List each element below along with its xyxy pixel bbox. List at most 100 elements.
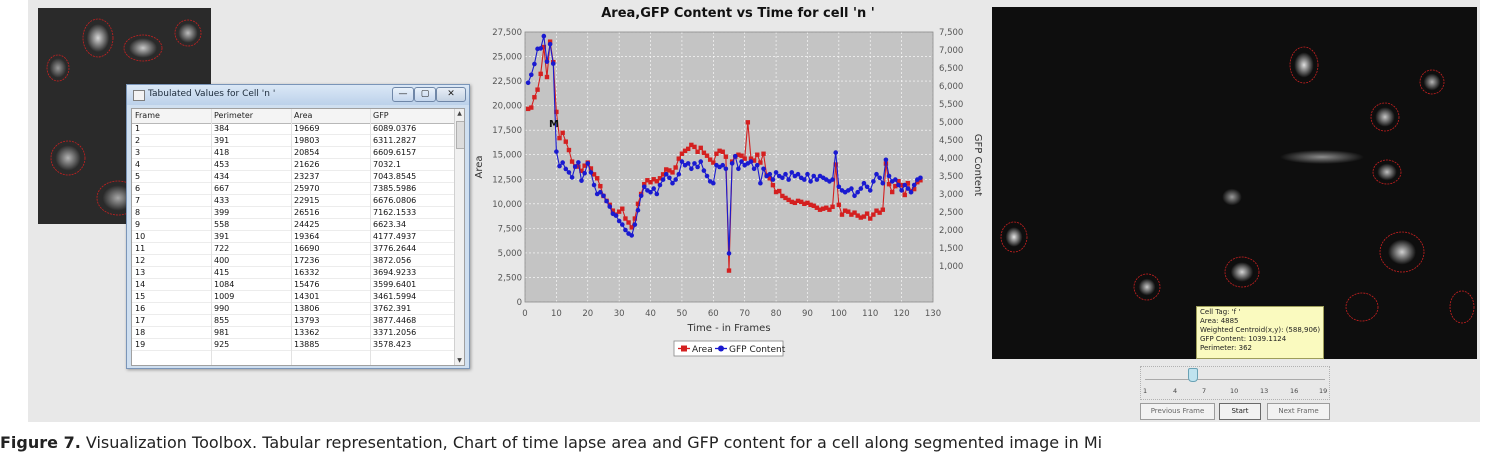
- tooltip-perimeter: Perimeter: 362: [1200, 344, 1252, 352]
- minimize-icon[interactable]: —: [392, 87, 414, 102]
- area-point: [811, 203, 816, 208]
- table-cell: 990: [214, 304, 230, 313]
- area-point: [682, 148, 688, 153]
- gfp-point: [754, 162, 760, 168]
- table-row[interactable]: 10 391 19364 4177.4937: [132, 232, 455, 243]
- table-cell: 6676.0806: [373, 196, 417, 205]
- figure-caption: Figure 7. Visualization Toolbox. Tabular…: [0, 433, 1494, 452]
- area-point: [626, 220, 631, 225]
- table-cell: 399: [214, 208, 230, 217]
- area-point: [632, 216, 638, 221]
- table-cell: 13: [135, 268, 146, 277]
- start-button[interactable]: Start: [1219, 403, 1261, 420]
- area-point: [886, 181, 892, 187]
- table-cell: 3: [135, 148, 141, 157]
- table-row[interactable]: 11 722 16690 3776.2644: [132, 244, 455, 255]
- table-cell: 6311.2827: [373, 136, 417, 145]
- area-point: [846, 209, 851, 214]
- maximize-icon[interactable]: ▢: [414, 87, 436, 102]
- frame-slider[interactable]: 1 4 7 10 13 16 19: [1140, 366, 1330, 400]
- table-cell: 384: [214, 124, 230, 133]
- table-row[interactable]: 4 453 21626 7032.1: [132, 160, 455, 171]
- gfp-point: [723, 166, 729, 172]
- table-cell: 391: [214, 232, 230, 241]
- close-icon[interactable]: ✕: [436, 87, 466, 102]
- scroll-up-icon[interactable]: ▲: [457, 110, 462, 117]
- table-row[interactable]: 12 400 17236 3872.056: [132, 256, 455, 267]
- x-tick-label: 130: [925, 309, 941, 319]
- table-cell: 9: [135, 220, 141, 229]
- area-point: [748, 156, 754, 161]
- table-row[interactable]: 2 391 19803 6311.2827: [132, 136, 455, 147]
- column-header-perimeter[interactable]: Perimeter: [214, 111, 254, 120]
- table-row[interactable]: 9 558 24425 6623.34: [132, 220, 455, 231]
- table-cell: 6089.0376: [373, 124, 417, 133]
- table-row[interactable]: 18 981 13362 3371.2056: [132, 328, 455, 339]
- gfp-point: [538, 46, 543, 51]
- table-row[interactable]: 1 384 19669 6089.0376: [132, 124, 455, 135]
- gfp-point: [899, 188, 904, 193]
- area-point: [664, 167, 669, 172]
- gfp-point: [685, 161, 691, 166]
- area-point: [871, 212, 876, 217]
- area-point: [868, 216, 873, 221]
- gfp-point: [886, 173, 892, 179]
- gfp-point: [855, 189, 860, 195]
- gfp-point: [598, 189, 603, 195]
- table-cell: 3461.5994: [373, 292, 417, 301]
- y-tick-label: 20,000: [492, 102, 522, 112]
- slider-track[interactable]: [1145, 379, 1325, 380]
- gfp-point: [560, 160, 565, 165]
- x-tick-label: 30: [614, 309, 625, 319]
- table-row[interactable]: 6 667 25970 7385.5986: [132, 184, 455, 195]
- area-point: [563, 139, 568, 144]
- column-header-area[interactable]: Area: [294, 111, 313, 120]
- tooltip-cell-tag: Cell Tag: 'f ': [1200, 308, 1241, 316]
- column-header-gfp[interactable]: GFP: [373, 111, 389, 120]
- y2-tick-label: 2,000: [939, 226, 963, 236]
- table-cell: 17236: [294, 256, 320, 265]
- table-cell: 17: [135, 316, 146, 325]
- table-scrollbar[interactable]: ▲ ▼: [454, 109, 464, 365]
- next-frame-button[interactable]: Next Frame: [1267, 403, 1330, 420]
- window-titlebar[interactable]: Tabulated Values for Cell 'n ' — ▢ ✕: [127, 85, 469, 105]
- area-point: [742, 156, 747, 161]
- tabulated-values-window[interactable]: Tabulated Values for Cell 'n ' — ▢ ✕ Fra…: [126, 84, 470, 369]
- table-cell: 19669: [294, 124, 320, 133]
- table-row[interactable]: 16 990 13806 3762.391: [132, 304, 455, 315]
- table-row[interactable]: 15 1009 14301 3461.5994: [132, 292, 455, 303]
- gfp-point: [651, 186, 656, 191]
- table-row[interactable]: 13 415 16332 3694.9233: [132, 268, 455, 279]
- gfp-point: [902, 182, 908, 188]
- area-point: [660, 172, 666, 177]
- gfp-point: [588, 170, 594, 175]
- table-row[interactable]: 7 433 22915 6676.0806: [132, 196, 455, 207]
- area-point: [642, 181, 647, 187]
- area-point: [679, 151, 685, 156]
- table-row[interactable]: 17 855 13793 3877.4468: [132, 316, 455, 327]
- scroll-thumb[interactable]: [456, 121, 464, 149]
- x-tick-label: 50: [677, 309, 688, 319]
- table-cell: 3599.6401: [373, 280, 417, 289]
- table-row[interactable]: 8 399 26516 7162.1533: [132, 208, 455, 219]
- area-point: [670, 170, 675, 175]
- slider-thumb[interactable]: [1188, 368, 1198, 382]
- values-table[interactable]: Frame Perimeter Area GFP 1 384 19669 6089.0…: [131, 108, 465, 366]
- previous-frame-button[interactable]: Previous Frame: [1140, 403, 1215, 420]
- area-point: [824, 205, 829, 210]
- table-row[interactable]: 19 925 13885 3578.423: [132, 340, 455, 351]
- area-point: [817, 207, 823, 212]
- table-row[interactable]: 3 418 20854 6609.6157: [132, 148, 455, 159]
- area-point: [880, 207, 885, 212]
- y2-tick-label: 7,500: [939, 28, 963, 38]
- table-row[interactable]: 14 1084 15476 3599.6401: [132, 280, 455, 291]
- column-header-frame[interactable]: Frame: [135, 111, 160, 120]
- table-row[interactable]: 5 434 23237 7043.8545: [132, 172, 455, 183]
- y-tick-label: 25,000: [492, 53, 522, 63]
- area-point: [648, 180, 653, 185]
- y-tick-label: 2,500: [498, 273, 522, 283]
- microscopy-image-right[interactable]: [992, 7, 1477, 359]
- gfp-point: [623, 227, 628, 233]
- table-cell: 3371.2056: [373, 328, 417, 337]
- scroll-down-icon[interactable]: ▼: [457, 357, 462, 364]
